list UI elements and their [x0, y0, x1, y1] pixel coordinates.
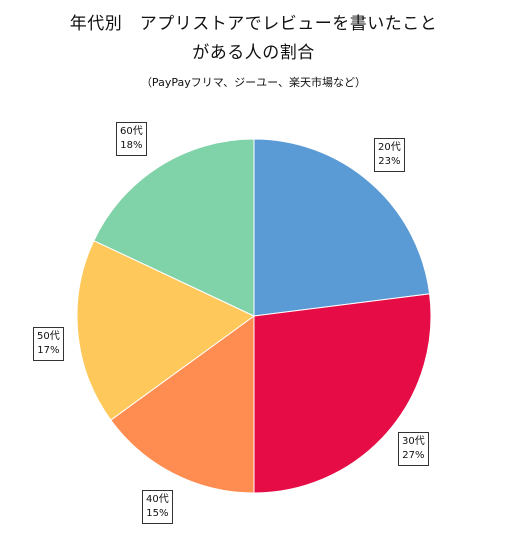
slice-percent-30s: 27%	[402, 450, 425, 461]
slice-label-60s: 60代 18%	[116, 122, 147, 156]
pie-slice-30s	[253, 293, 432, 494]
chart-title-line-2: がある人の割合	[192, 43, 315, 63]
pie-slice-40s	[110, 315, 255, 494]
slice-category-50s: 50代	[37, 331, 60, 342]
slice-category-20s: 20代	[378, 142, 401, 153]
slice-category-60s: 60代	[120, 126, 143, 137]
slice-percent-50s: 17%	[37, 345, 60, 356]
chart-subtitle: （PayPayフリマ、ジーユー、楽天市場など）	[140, 76, 367, 89]
slice-category-40s: 40代	[146, 494, 169, 505]
pie-slice-60s	[93, 138, 255, 317]
slice-label-30s: 30代 27%	[398, 432, 429, 466]
slice-label-20s: 20代 23%	[374, 138, 405, 172]
slice-percent-40s: 15%	[146, 508, 169, 519]
slice-label-50s: 50代 17%	[33, 327, 64, 361]
slice-percent-60s: 18%	[120, 140, 143, 151]
slice-category-30s: 30代	[402, 436, 425, 447]
chart-title-line-1: 年代別 アプリストアでレビューを書いたこと	[69, 14, 438, 34]
pie-slice-50s	[76, 239, 255, 421]
pie-slice-20s	[253, 138, 431, 317]
slice-label-40s: 40代 15%	[142, 490, 173, 524]
slice-percent-20s: 23%	[378, 156, 401, 167]
